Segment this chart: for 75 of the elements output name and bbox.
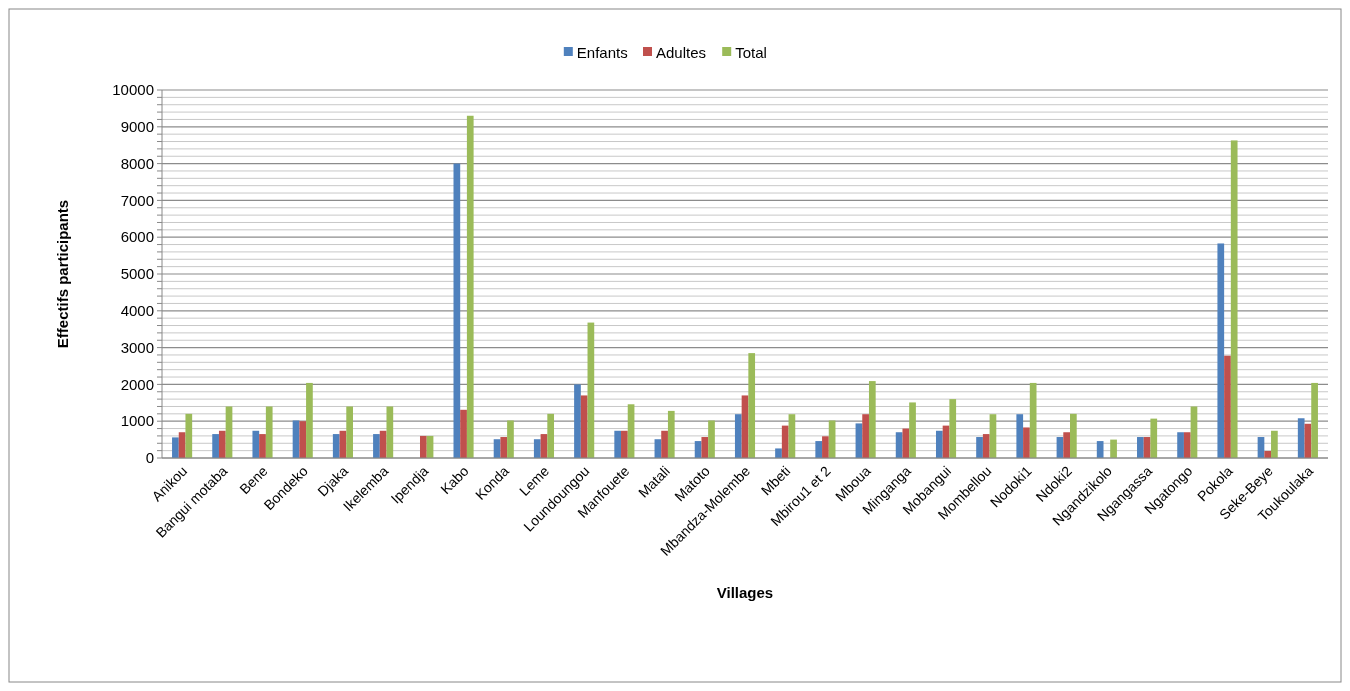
bar <box>976 437 983 458</box>
bar <box>574 384 581 458</box>
bar <box>299 421 307 458</box>
bar <box>466 115 474 458</box>
bar <box>1070 413 1077 458</box>
bar <box>909 402 916 458</box>
bar <box>1023 427 1030 458</box>
bar <box>332 434 340 458</box>
bar <box>1150 418 1158 458</box>
bar <box>935 430 943 458</box>
y-tick-label: 9000 <box>120 118 154 136</box>
y-tick-label: 3000 <box>120 338 154 356</box>
bar <box>1016 414 1024 458</box>
bar <box>775 448 782 458</box>
bar <box>614 430 622 458</box>
bar <box>507 420 514 458</box>
bar <box>661 430 668 458</box>
bar <box>259 434 266 458</box>
bar <box>533 439 541 458</box>
legend-label: Enfants <box>576 44 628 62</box>
bar <box>172 437 179 458</box>
bar <box>1096 441 1104 458</box>
y-axis-title: Effectifs participants <box>54 199 71 349</box>
legend-label: Adultes <box>656 44 707 62</box>
y-tick-label: 0 <box>145 449 154 467</box>
y-tick-label: 8000 <box>120 154 154 172</box>
bar <box>547 413 555 458</box>
y-tick-label: 5000 <box>120 265 154 283</box>
y-tick-label: 2000 <box>120 375 154 393</box>
y-tick-label: 10000 <box>112 81 154 99</box>
bar <box>621 430 628 458</box>
bar <box>902 428 910 458</box>
bar <box>218 430 226 458</box>
bar <box>949 399 957 458</box>
y-tick-label: 1000 <box>120 412 154 430</box>
bar <box>815 441 823 458</box>
bar <box>1271 430 1278 458</box>
bar <box>748 353 756 458</box>
bar <box>1137 437 1144 458</box>
bar <box>419 435 427 458</box>
bar <box>1217 243 1225 458</box>
bar <box>1183 432 1191 458</box>
x-axis-title: Villages <box>716 584 774 601</box>
bar <box>500 437 508 458</box>
bar <box>1297 418 1305 458</box>
bar <box>580 395 588 458</box>
bar <box>1063 432 1070 458</box>
bar <box>1110 439 1117 458</box>
bar <box>252 430 260 458</box>
bar <box>701 437 709 458</box>
bar <box>1224 355 1231 458</box>
bar <box>734 414 742 458</box>
bar <box>862 414 869 458</box>
bar <box>265 406 273 458</box>
y-tick-label: 7000 <box>120 191 154 209</box>
bar <box>1177 432 1184 458</box>
bar <box>346 406 353 458</box>
y-tick-label: 4000 <box>120 302 154 320</box>
bar <box>460 409 467 458</box>
bar <box>708 420 715 458</box>
bar <box>1230 140 1238 458</box>
bar <box>386 406 394 458</box>
bar <box>373 434 380 458</box>
legend-label: Total <box>735 44 767 62</box>
y-tick-label: 6000 <box>120 228 154 246</box>
bar <box>212 434 219 458</box>
bar <box>185 413 193 458</box>
bar <box>1029 382 1037 458</box>
bar <box>667 410 675 458</box>
bar <box>781 425 789 458</box>
bar <box>982 434 990 458</box>
bar <box>822 436 829 458</box>
bar <box>868 381 876 458</box>
bar <box>1311 382 1318 458</box>
bar <box>306 382 313 458</box>
